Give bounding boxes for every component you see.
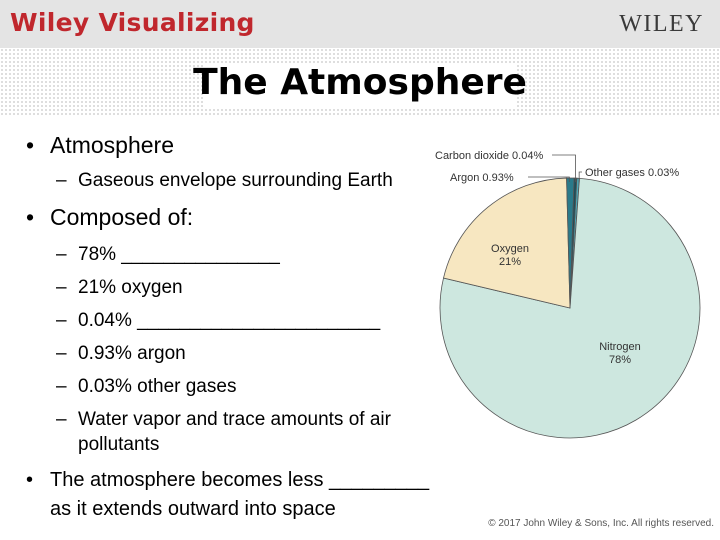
sub-bullet-dash: – (56, 376, 67, 397)
sub-bullet-dash: – (56, 244, 67, 265)
pie-label-nitrogen: Nitrogen (599, 341, 641, 353)
bullet-text: The atmosphere becomes less _________ (50, 469, 430, 491)
sub-bullet-dash: – (56, 170, 67, 191)
pie-label-oxygen: Oxygen (491, 243, 529, 255)
pie-label-other-gases: Other gases 0.03% (585, 167, 679, 179)
pie-slice-oxygen (443, 177, 571, 309)
sub-bullet-dash: – (56, 310, 67, 331)
sub-bullet-text: Gaseous envelope surrounding Earth (78, 170, 393, 191)
sub-bullet-text: 0.04% _______________________ (78, 310, 381, 331)
sub-bullet-text: 0.93% argon (78, 343, 186, 364)
sub-bullet-text: 78% _______________ (78, 244, 280, 265)
pie-label-argon: Argon 0.93% (450, 172, 514, 184)
bullet-text: as it extends outward into space (50, 498, 336, 520)
bullet-dot: • (26, 204, 35, 230)
bullet-dot: • (26, 132, 35, 158)
wiley-logo: WILEY (619, 11, 704, 37)
slide-title: The Atmosphere (193, 62, 527, 103)
leader-carbon-dioxide (552, 154, 576, 183)
sub-bullet-dash: – (56, 277, 67, 298)
bullet-text: Composed of: (50, 204, 194, 230)
header-bar: Wiley Visualizing WILEY (0, 0, 720, 48)
sub-bullet-text: Water vapor and trace amounts of air (78, 409, 391, 430)
title-backdrop (205, 64, 515, 108)
pie-label-carbon-dioxide: Carbon dioxide 0.04% (435, 150, 543, 162)
pie-label-oxygen-value: 21% (499, 256, 521, 268)
sub-bullet-text: 0.03% other gases (78, 376, 237, 397)
sub-bullet-dash: – (56, 409, 67, 430)
leader-other-gases (578, 171, 582, 183)
brand-title: Wiley Visualizing (10, 8, 255, 37)
sub-bullet-text: pollutants (78, 434, 160, 455)
copyright-notice: © 2017 John Wiley & Sons, Inc. All right… (488, 518, 714, 529)
pie-label-nitrogen-value: 78% (609, 354, 631, 366)
sub-bullet-text: 21% oxygen (78, 277, 183, 298)
bullet-dot: • (26, 469, 34, 491)
sub-bullet-dash: – (56, 343, 67, 364)
leader-argon (528, 176, 570, 183)
bullet-text: Atmosphere (50, 132, 175, 158)
